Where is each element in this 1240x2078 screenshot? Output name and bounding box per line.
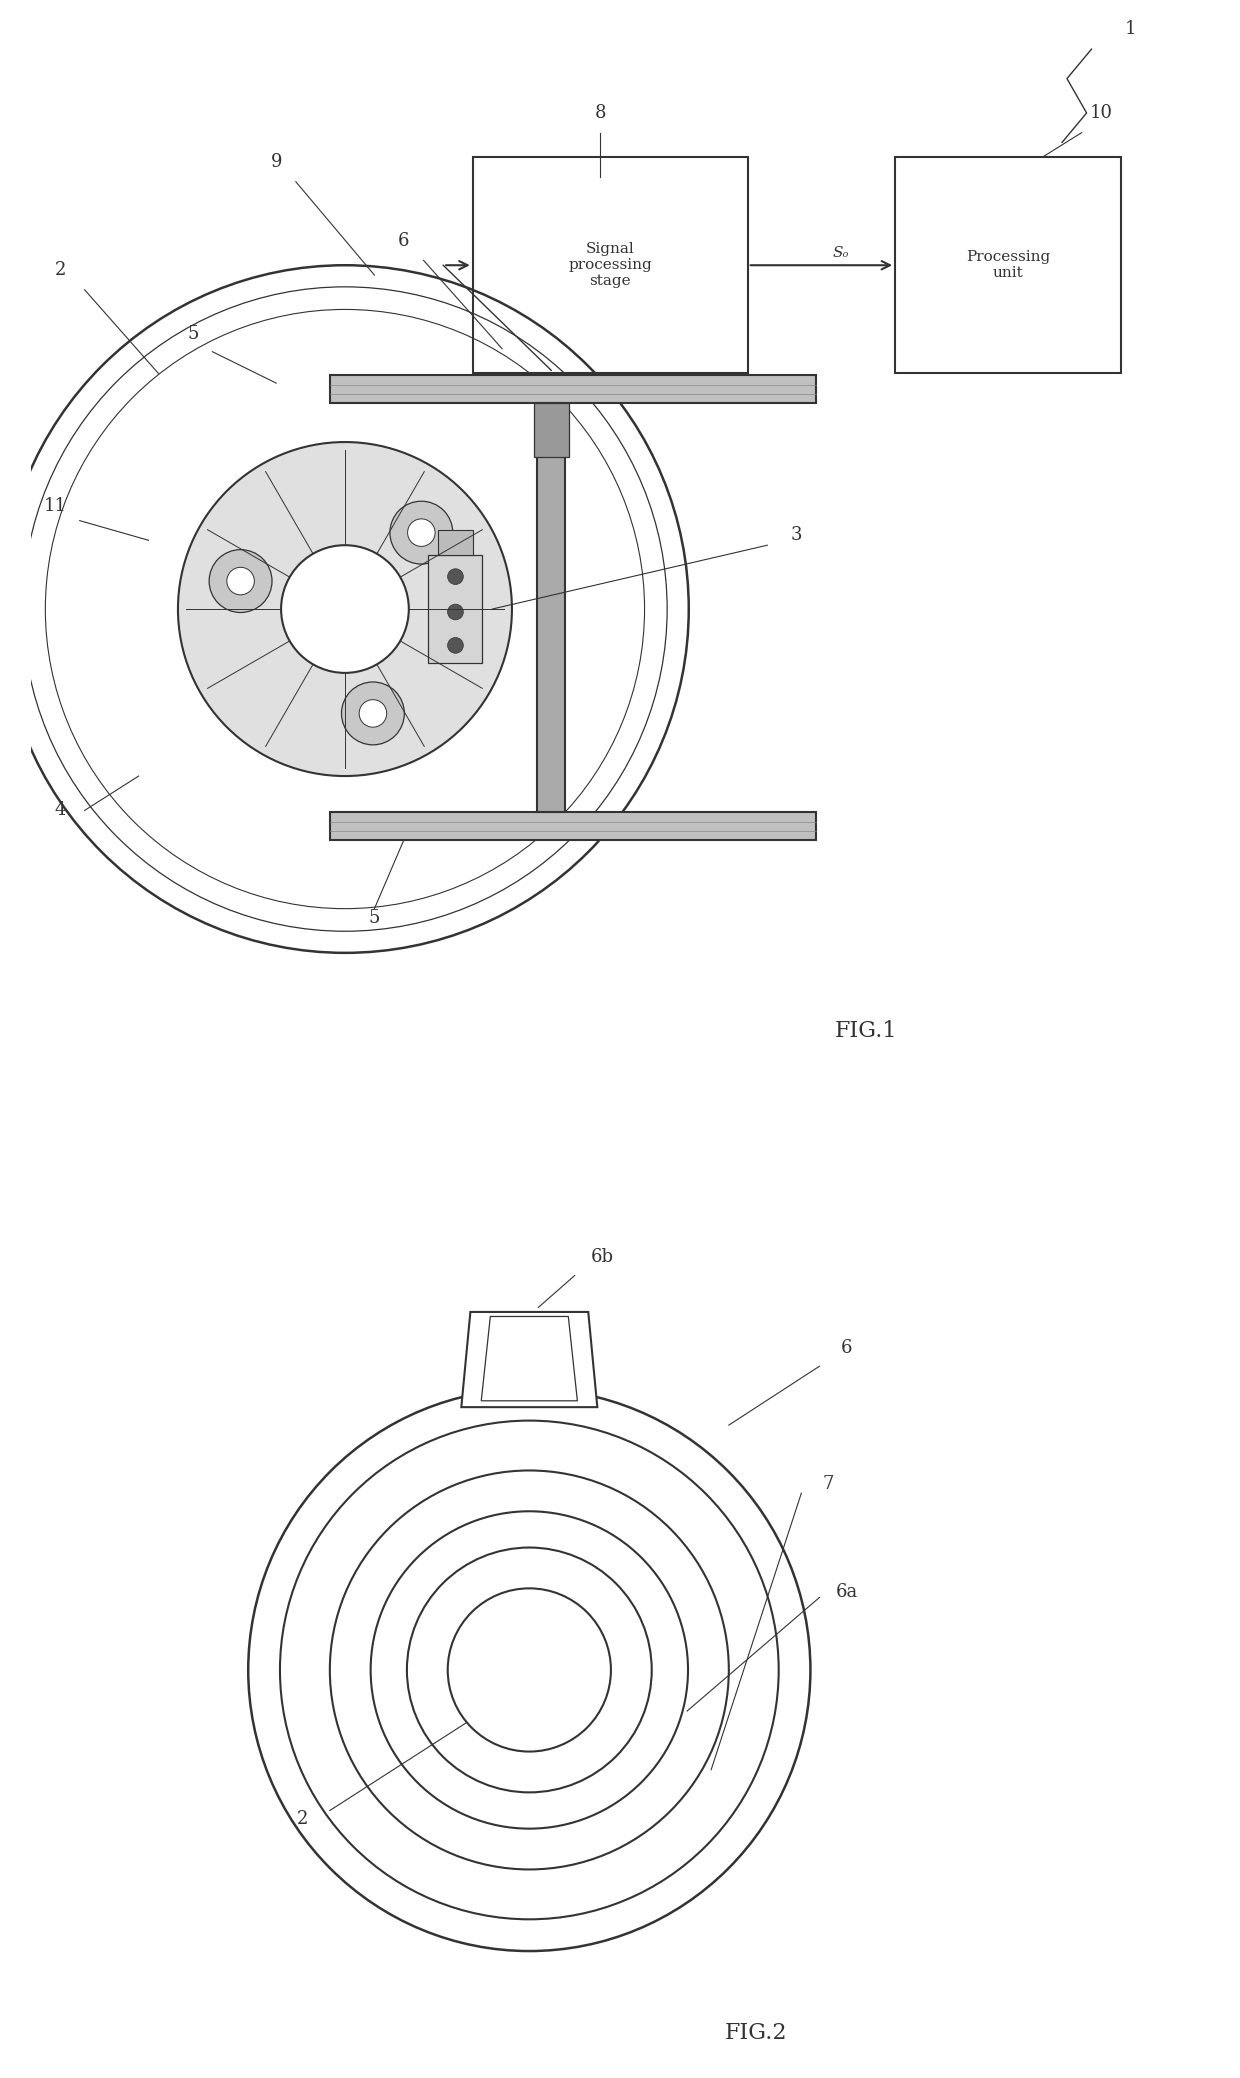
Bar bbox=[438, 530, 472, 555]
Text: 2: 2 bbox=[55, 262, 66, 278]
Text: 10: 10 bbox=[1090, 104, 1112, 123]
Polygon shape bbox=[461, 1311, 598, 1407]
Circle shape bbox=[448, 638, 464, 652]
Text: 3: 3 bbox=[791, 526, 802, 544]
Text: 11: 11 bbox=[43, 497, 67, 515]
Text: Signal
processing
stage: Signal processing stage bbox=[568, 241, 652, 289]
Circle shape bbox=[448, 569, 464, 584]
Bar bbox=[330, 812, 816, 840]
Bar bbox=[472, 158, 748, 374]
Text: 5: 5 bbox=[187, 324, 198, 343]
Text: Sₒ: Sₒ bbox=[833, 247, 849, 260]
Circle shape bbox=[227, 567, 254, 594]
Bar bbox=[330, 376, 816, 403]
Circle shape bbox=[179, 443, 512, 775]
Bar bbox=[895, 158, 1121, 374]
Circle shape bbox=[341, 682, 404, 744]
Text: 6: 6 bbox=[841, 1338, 852, 1357]
Text: 9: 9 bbox=[270, 154, 281, 170]
Bar bbox=[537, 403, 565, 812]
Text: FIG.1: FIG.1 bbox=[835, 1020, 897, 1043]
Circle shape bbox=[389, 501, 453, 563]
Text: 6: 6 bbox=[398, 231, 409, 249]
Bar bbox=[429, 555, 482, 663]
Circle shape bbox=[408, 520, 435, 547]
Text: Processing
unit: Processing unit bbox=[966, 249, 1050, 281]
Text: 6a: 6a bbox=[836, 1583, 858, 1602]
Text: 6b: 6b bbox=[590, 1249, 614, 1266]
Bar bbox=[533, 403, 569, 457]
Text: FIG.2: FIG.2 bbox=[724, 2022, 787, 2043]
Text: 1: 1 bbox=[1125, 21, 1137, 39]
Circle shape bbox=[210, 551, 272, 613]
Text: 7: 7 bbox=[823, 1475, 835, 1492]
Text: 2: 2 bbox=[296, 1810, 309, 1829]
Text: 8: 8 bbox=[595, 104, 606, 123]
Circle shape bbox=[360, 700, 387, 727]
Circle shape bbox=[281, 544, 409, 673]
Circle shape bbox=[448, 605, 464, 619]
Text: 4: 4 bbox=[55, 802, 66, 819]
Text: 5: 5 bbox=[368, 910, 381, 927]
